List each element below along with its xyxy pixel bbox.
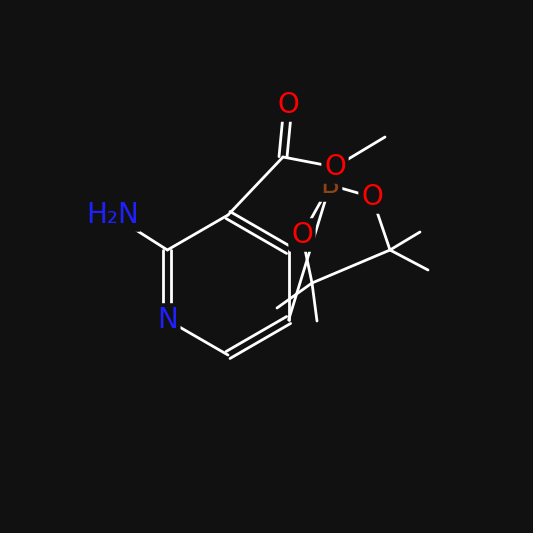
Text: O: O: [361, 183, 383, 211]
Text: N: N: [157, 306, 177, 334]
Text: B: B: [320, 171, 340, 199]
Text: O: O: [324, 153, 346, 181]
Text: O: O: [277, 91, 299, 119]
Text: H₂N: H₂N: [86, 201, 139, 229]
Text: O: O: [291, 221, 313, 249]
